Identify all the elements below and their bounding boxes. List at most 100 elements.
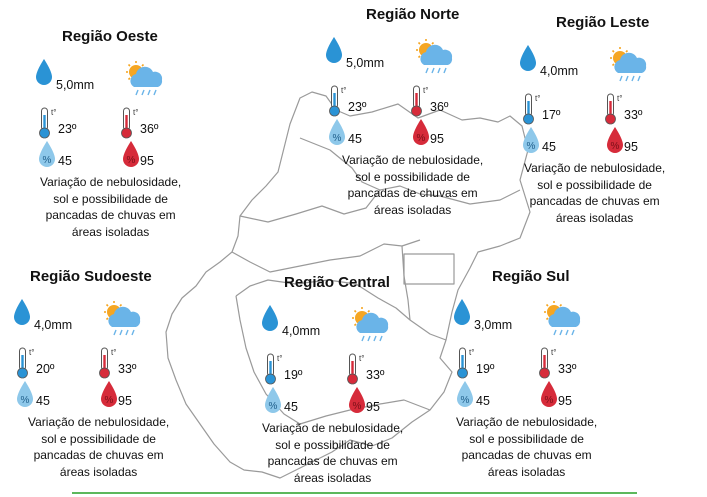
thermometer-blue-icon: t°: [264, 352, 286, 391]
description-line: pancadas de chuvas em: [45, 208, 176, 222]
thermometer-blue-icon: t°: [328, 84, 350, 123]
description-line: Variação de nebulosidade,: [456, 415, 598, 429]
svg-text:t°: t°: [111, 348, 116, 357]
min-humidity: 45: [58, 154, 72, 168]
svg-text:%: %: [417, 133, 426, 144]
rain-amount: 5,0mm: [56, 78, 95, 92]
forecast-description: Variação de nebulosidade, sol e possibili…: [524, 160, 665, 226]
divider-sudoeste: [235, 295, 301, 425]
description-line: sol e possibilidade de: [469, 431, 584, 446]
rain-amount: 4,0mm: [34, 318, 73, 332]
humidity-drop-red-icon: %: [346, 386, 368, 421]
rain-amount: 4,0mm: [540, 64, 579, 78]
forecast-description: Variação de nebulosidade, sol e possibili…: [262, 420, 403, 486]
region-title: Região Norte: [366, 6, 460, 23]
divider-central-north: [231, 239, 421, 273]
rain-amount: 5,0mm: [346, 56, 385, 70]
svg-text:%: %: [333, 133, 342, 144]
thermometer-blue-icon: t°: [16, 346, 38, 385]
description-line: áreas isoladas: [293, 470, 372, 485]
raindrop-icon: [324, 36, 344, 71]
humidity-drop-light-icon: %: [36, 140, 58, 175]
svg-text:t°: t°: [29, 348, 34, 357]
sun-cloud-rain-icon: [100, 300, 144, 343]
divider-norte: [299, 137, 521, 205]
humidity-drop-red-icon: %: [538, 380, 560, 415]
raindrop-icon: [518, 44, 538, 79]
min-humidity: 45: [542, 140, 556, 154]
description-line: Variação de nebulosidade,: [40, 175, 182, 189]
svg-text:%: %: [269, 401, 278, 412]
svg-text:%: %: [545, 395, 554, 406]
description-line: pancadas de chuvas em: [33, 448, 164, 462]
svg-text:t°: t°: [423, 86, 428, 95]
region-sudoeste: Região Sudoeste 4,0mm t° 20º t° 33º % 45 …: [0, 268, 190, 479]
sun-cloud-rain-icon: [412, 38, 456, 81]
humidity-drop-light-icon: %: [326, 118, 348, 153]
description-line: sol e possibilidade de: [275, 437, 390, 452]
min-humidity: 45: [476, 394, 490, 408]
max-humidity: 95: [366, 400, 380, 414]
svg-text:t°: t°: [359, 354, 364, 363]
min-humidity: 45: [284, 400, 298, 414]
min-humidity: 45: [348, 132, 362, 146]
humidity-drop-red-icon: %: [98, 380, 120, 415]
description-line: Variação de nebulosidade,: [524, 161, 666, 175]
thermometer-red-icon: t°: [98, 346, 120, 385]
max-temperature: 36º: [140, 122, 159, 136]
raindrop-icon: [12, 298, 32, 333]
description-line: áreas isoladas: [59, 464, 138, 479]
min-humidity: 45: [36, 394, 50, 408]
description-line: sol e possibilidade de: [41, 431, 156, 446]
thermometer-red-icon: t°: [604, 92, 626, 131]
sun-cloud-rain-icon: [122, 60, 166, 103]
min-temperature: 23º: [58, 122, 77, 136]
thermometer-blue-icon: t°: [38, 106, 60, 145]
svg-text:%: %: [127, 155, 136, 166]
max-humidity: 95: [140, 154, 154, 168]
raindrop-icon: [34, 58, 54, 93]
max-humidity: 95: [430, 132, 444, 146]
divider-oeste: [239, 189, 381, 223]
description-line: áreas isoladas: [555, 210, 634, 225]
divider-leste: [401, 245, 411, 321]
description-line: áreas isoladas: [71, 224, 150, 239]
region-title: Região Leste: [556, 14, 650, 31]
humidity-drop-red-icon: %: [604, 126, 626, 161]
min-temperature: 23º: [348, 100, 367, 114]
min-temperature: 17º: [542, 108, 561, 122]
bottom-divider: [72, 492, 637, 494]
min-temperature: 19º: [476, 362, 495, 376]
rain-amount: 3,0mm: [474, 318, 513, 332]
region-central: Região Central 4,0mm t° 19º t° 33º % 45 %…: [248, 274, 438, 485]
forecast-description: Variação de nebulosidade, sol e possibili…: [342, 152, 483, 218]
forecast-description: Variação de nebulosidade, sol e possibili…: [40, 174, 181, 240]
max-humidity: 95: [558, 394, 572, 408]
federal-district-square: [403, 253, 455, 285]
description-line: Variação de nebulosidade,: [262, 421, 404, 435]
svg-text:%: %: [353, 401, 362, 412]
max-temperature: 36º: [430, 100, 449, 114]
description-line: pancadas de chuvas em: [529, 194, 660, 208]
humidity-drop-light-icon: %: [520, 126, 542, 161]
min-temperature: 20º: [36, 362, 55, 376]
svg-text:%: %: [527, 141, 536, 152]
description-line: Variação de nebulosidade,: [28, 415, 170, 429]
description-line: áreas isoladas: [373, 202, 452, 217]
sun-cloud-rain-icon: [606, 46, 650, 89]
rain-amount: 4,0mm: [282, 324, 321, 338]
max-humidity: 95: [624, 140, 638, 154]
divider-central-west: [235, 279, 447, 341]
max-temperature: 33º: [558, 362, 577, 376]
description-line: pancadas de chuvas em: [461, 448, 592, 462]
region-title: Região Central: [284, 274, 390, 291]
thermometer-red-icon: t°: [346, 352, 368, 391]
max-temperature: 33º: [118, 362, 137, 376]
region-oeste: Região Oeste 5,0mm t° 23º t° 36º % 45 % 9…: [22, 28, 212, 239]
description-line: áreas isoladas: [487, 464, 566, 479]
humidity-drop-red-icon: %: [410, 118, 432, 153]
svg-text:t°: t°: [469, 348, 474, 357]
humidity-drop-light-icon: %: [14, 380, 36, 415]
sun-cloud-rain-icon: [540, 300, 584, 343]
min-temperature: 19º: [284, 368, 303, 382]
